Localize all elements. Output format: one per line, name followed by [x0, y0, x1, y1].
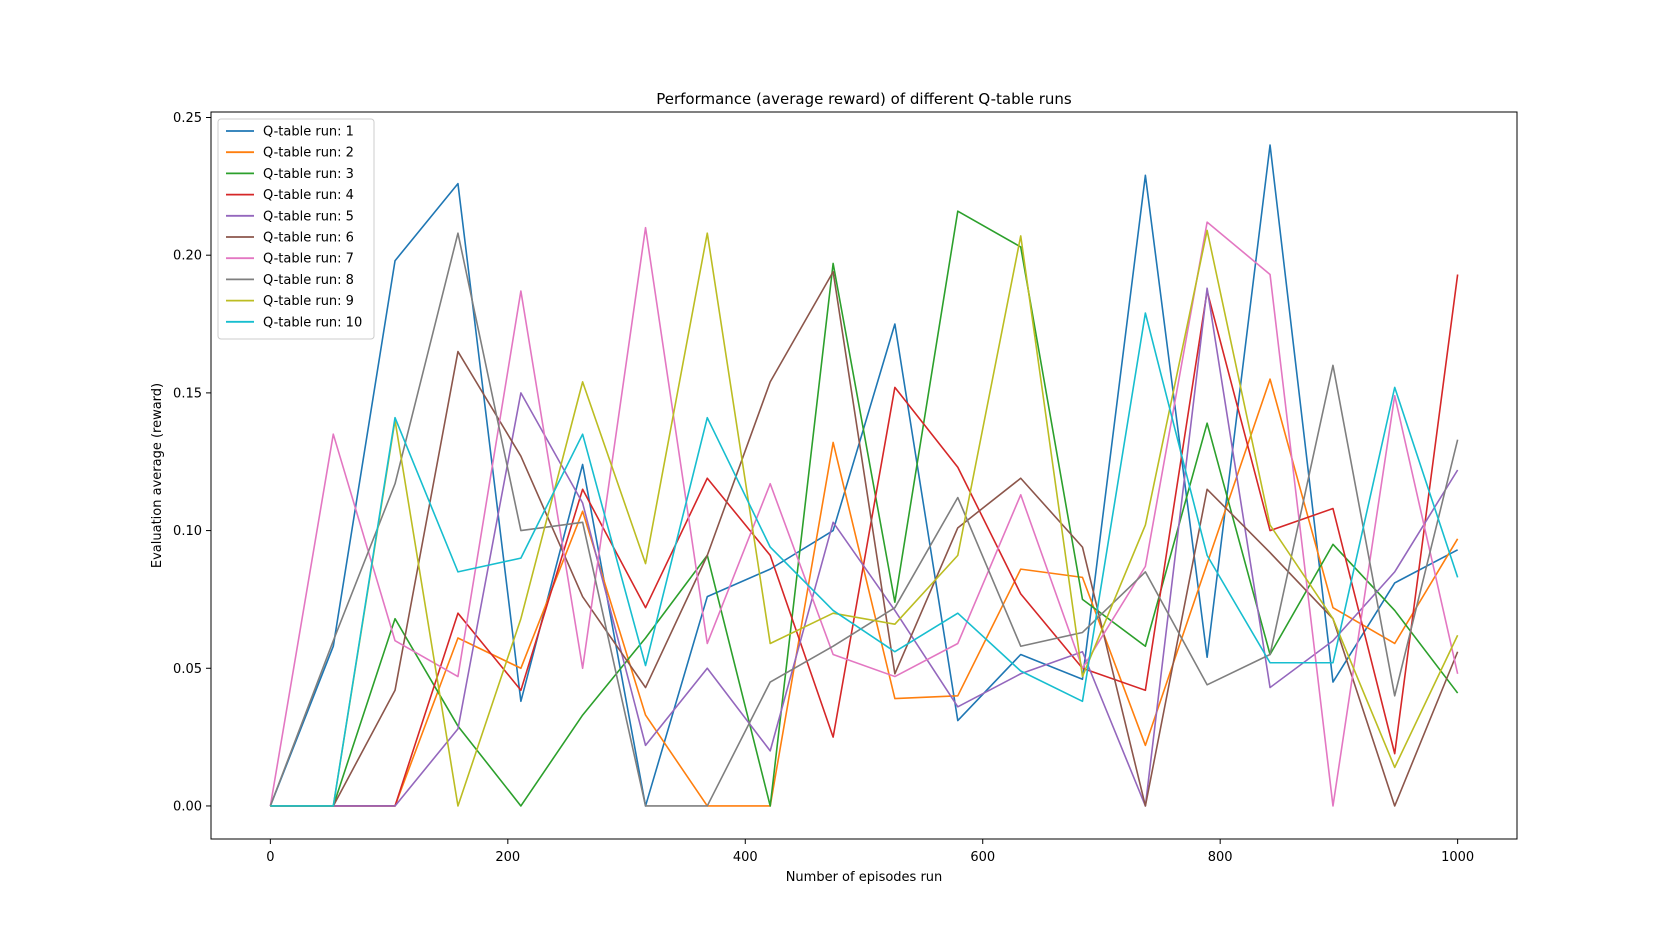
- legend-label: Q-table run: 9: [263, 294, 354, 309]
- y-tick-label: 0.20: [173, 249, 202, 264]
- x-axis-label: Number of episodes run: [786, 870, 943, 885]
- axes-frame: [210, 111, 1518, 840]
- x-tick-label: 0: [266, 850, 274, 865]
- legend-label: Q-table run: 4: [263, 188, 354, 203]
- legend: Q-table run: 1 Q-table run: 2 Q-table run:…: [217, 118, 375, 340]
- y-tick-label: 0.10: [173, 524, 202, 539]
- legend-label: Q-table run: 3: [263, 167, 354, 182]
- series-line-6: [270, 270, 1459, 807]
- legend-label: Q-table run: 5: [263, 209, 354, 224]
- x-tick-label: 600: [970, 850, 995, 865]
- x-tick-label: 1000: [1441, 850, 1474, 865]
- y-axis: 0.00 0.05 0.10 0.15 0.20 0.25: [173, 111, 211, 814]
- series-line-7: [269, 221, 1459, 807]
- series-line-4: [270, 274, 1459, 807]
- x-tick-label: 400: [733, 850, 758, 865]
- y-tick-label: 0.15: [173, 386, 202, 401]
- legend-label: Q-table run: 1: [263, 125, 354, 140]
- series-line-9: [270, 229, 1459, 807]
- legend-label: Q-table run: 8: [263, 273, 354, 288]
- legend-label: Q-table run: 10: [263, 315, 362, 330]
- legend-label: Q-table run: 2: [263, 146, 354, 161]
- legend-label: Q-table run: 6: [263, 231, 354, 246]
- series-line-10: [270, 312, 1459, 807]
- series-line-5: [270, 287, 1459, 807]
- y-tick-label: 0.00: [173, 799, 202, 814]
- series-line-8: [269, 232, 1459, 807]
- series-line-2: [270, 378, 1459, 807]
- series-line-1: [269, 144, 1459, 807]
- x-axis: 0 200 400 600 800 1000: [266, 839, 1474, 865]
- legend-box: [217, 118, 375, 340]
- legend-label: Q-table run: 7: [263, 252, 354, 267]
- x-tick-label: 200: [495, 850, 520, 865]
- series-layer: [269, 144, 1459, 807]
- y-axis-label: Evaluation average (reward): [150, 383, 165, 568]
- chart-title: Performance (average reward) of differen…: [656, 90, 1072, 108]
- x-tick-label: 800: [1208, 850, 1233, 865]
- y-tick-label: 0.25: [173, 111, 202, 126]
- y-tick-label: 0.05: [173, 662, 202, 677]
